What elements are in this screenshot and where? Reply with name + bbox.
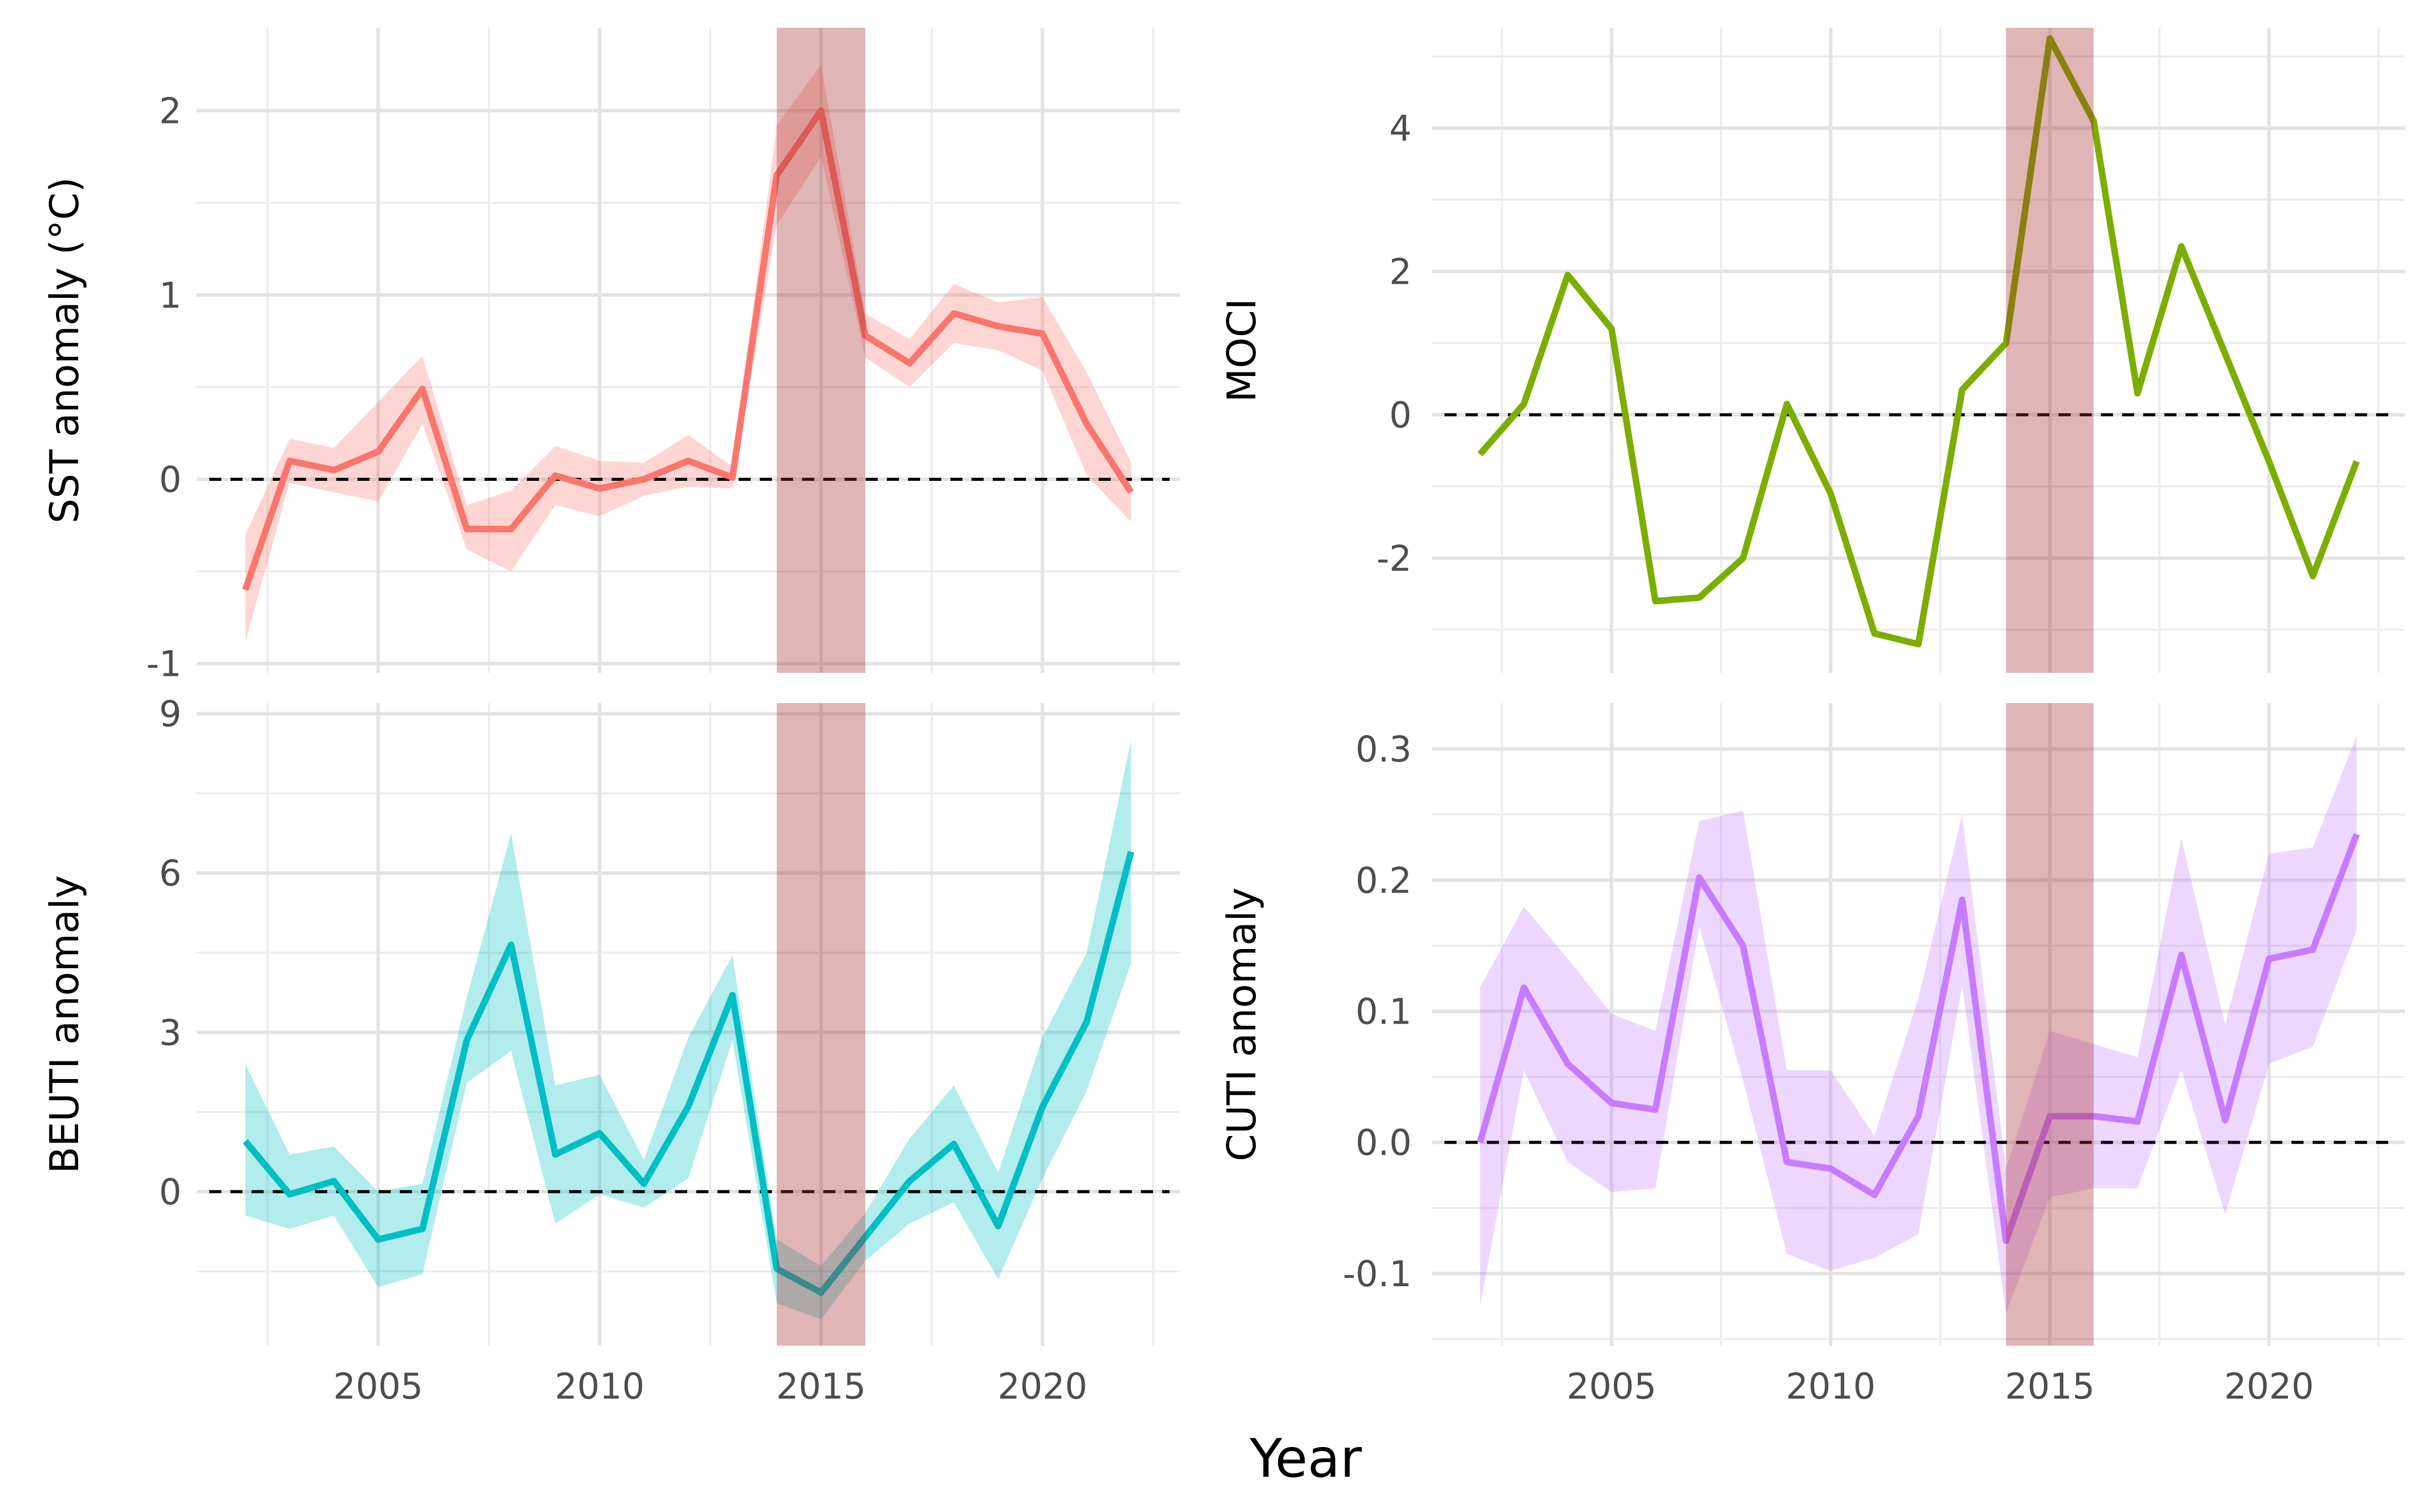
y-tick-label: 1 (159, 275, 182, 316)
highlight-band (776, 703, 866, 1346)
panels-group: -1 0 1 2 SST anomaly (°C) -2 0 2 4 MOCI 0 3 6 9 2005 20… (42, 28, 2405, 1407)
y-tick-label: 0 (159, 459, 182, 500)
y-axis-title: CUTI anomaly (1220, 888, 1265, 1162)
y-tick-label: 2 (159, 91, 182, 132)
panel-top-right: -2 0 2 4 MOCI (1220, 28, 2405, 673)
y-tick-label: -2 (1376, 538, 1412, 579)
x-tick-label: 2020 (2224, 1366, 2314, 1407)
y-tick-label: 0.2 (1356, 860, 1412, 901)
y-axis-title: MOCI (1220, 298, 1265, 402)
y-axis-title: BEUTI anomaly (42, 875, 88, 1174)
y-tick-label: 0.0 (1356, 1122, 1412, 1164)
highlight-band (2006, 28, 2094, 673)
y-axis-title: SST anomaly (°C) (42, 177, 88, 523)
y-tick-label: 3 (159, 1012, 182, 1053)
panel-bottom-left: 0 3 6 9 2005 2010 2015 2020 BEUTI anomaly (42, 694, 1180, 1407)
y-tick-label: 6 (159, 853, 182, 894)
y-tick-label: 0.1 (1356, 991, 1412, 1032)
confidence-ribbon (245, 740, 1131, 1319)
x-tick-label: 2005 (1566, 1366, 1656, 1407)
highlight-band (776, 28, 866, 673)
y-tick-label: -0.1 (1343, 1253, 1412, 1295)
x-tick-label: 2020 (998, 1366, 1087, 1407)
x-tick-label: 2015 (2005, 1366, 2095, 1407)
y-tick-label: 2 (1389, 251, 1412, 293)
panel-bottom-right: -0.1 0.0 0.1 0.2 0.3 2005 2010 2015 2020 CUTI ano… (1220, 703, 2405, 1407)
x-tick-label: 2015 (776, 1366, 866, 1407)
x-axis-title: Year (1249, 1428, 1362, 1489)
panel-top-left: -1 0 1 2 SST anomaly (°C) (42, 28, 1180, 685)
x-tick-label: 2010 (555, 1366, 644, 1407)
x-tick-label: 2010 (1786, 1366, 1876, 1407)
highlight-band (2006, 703, 2094, 1346)
y-tick-label: 0 (1389, 395, 1412, 436)
y-tick-label: 0 (159, 1171, 182, 1213)
x-tick-label: 2005 (333, 1366, 423, 1407)
y-tick-label: 9 (159, 694, 182, 735)
y-tick-label: 0.3 (1356, 729, 1412, 770)
y-tick-label: -1 (146, 644, 182, 685)
y-tick-label: 4 (1389, 108, 1412, 149)
